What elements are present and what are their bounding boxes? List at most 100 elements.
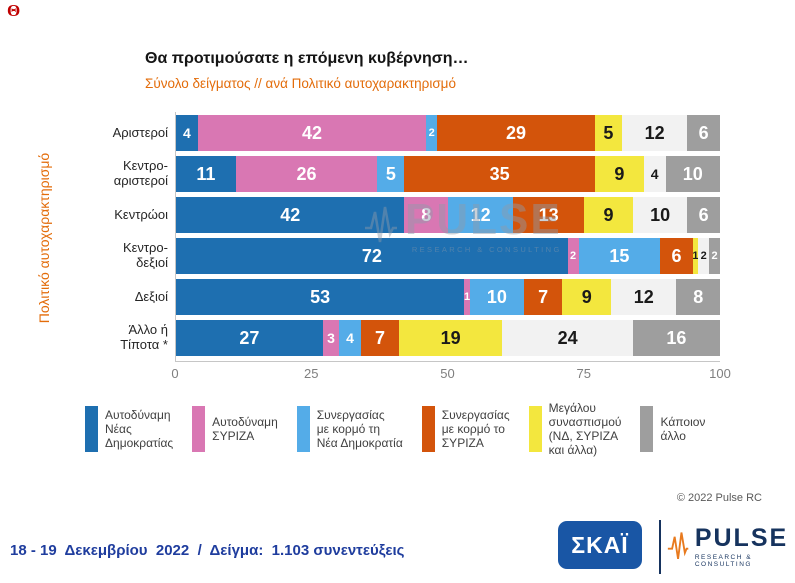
footer-text: 18 - 19 Δεκεμβρίου 2022 / Δείγμα: 1.103 … bbox=[10, 542, 405, 559]
bar-segment: 4 bbox=[339, 320, 361, 356]
legend-label: Συνεργασίας με κορμό τη Νέα Δημοκρατία bbox=[316, 408, 403, 451]
bar-segment-value: 42 bbox=[280, 204, 301, 225]
bar-segment-value: 9 bbox=[603, 204, 614, 225]
bar-segment: 72 bbox=[176, 238, 568, 274]
bar-segment: 6 bbox=[687, 115, 720, 151]
legend-swatch bbox=[640, 406, 654, 453]
pulse-logo-icon bbox=[667, 532, 688, 560]
legend-item: Αυτοδύναμη ΣΥΡΙΖΑ bbox=[192, 406, 278, 453]
bar-rows: 4 42 2 29 5 12 6 11 26 5 35 9 4 10 42 8 12 13 9 10 6 72 2 15 6 1 2… bbox=[176, 112, 720, 361]
category-label: Δεξιοί bbox=[134, 288, 168, 304]
bar-segment-value: 29 bbox=[505, 122, 526, 143]
bar-segment-value: 24 bbox=[557, 327, 578, 348]
bar-segment: 3 bbox=[322, 320, 340, 356]
bar-segment: 53 bbox=[176, 279, 465, 315]
legend: Αυτοδύναμη Νέας Δημοκρατίας Αυτοδύναμη ΣΥ… bbox=[85, 401, 705, 458]
bar-segment-value: 72 bbox=[361, 245, 382, 266]
bar-segment: 13 bbox=[513, 197, 584, 233]
bar-segment: 7 bbox=[360, 320, 400, 356]
bar-segment-value: 1 bbox=[692, 250, 699, 262]
legend-item: Συνεργασίας με κορμό τη Νέα Δημοκρατία bbox=[296, 406, 403, 453]
bar-segment: 7 bbox=[524, 279, 563, 315]
bar-segment-value: 3 bbox=[327, 330, 335, 346]
x-axis-tick-label: 100 bbox=[709, 366, 731, 381]
bar-segment-value: 19 bbox=[440, 327, 461, 348]
pulse-logo-subtext: RESEARCH & CONSULTING bbox=[694, 554, 753, 568]
bar-row: 27 3 4 7 19 24 16 bbox=[176, 320, 720, 356]
bar-segment: 2 bbox=[709, 238, 720, 274]
legend-label: Αυτοδύναμη Νέας Δημοκρατίας bbox=[105, 408, 174, 451]
bar-segment: 1 bbox=[692, 238, 699, 274]
bar-segment-value: 4 bbox=[650, 166, 659, 182]
category-label: Άλλο ή Τίποτα * bbox=[120, 322, 168, 352]
legend-swatch bbox=[192, 406, 206, 453]
bar-segment-value: 7 bbox=[374, 327, 385, 348]
bar-row: 53 1 10 7 9 12 8 bbox=[176, 279, 720, 315]
bar-segment: 42 bbox=[197, 115, 427, 151]
x-axis-tick-label: 25 bbox=[304, 366, 319, 381]
pulse-logo-wordmark: PULSE bbox=[694, 524, 789, 552]
bar-segment: 12 bbox=[447, 197, 514, 233]
bar-segment-value: 26 bbox=[296, 163, 317, 184]
bar-segment: 10 bbox=[632, 197, 688, 233]
bar-segment: 8 bbox=[404, 197, 448, 233]
x-axis-tick-label: 0 bbox=[171, 366, 179, 381]
bar-segment: 19 bbox=[399, 320, 503, 356]
legend-item: Αυτοδύναμη Νέας Δημοκρατίας bbox=[85, 406, 174, 453]
legend-item: Συνεργασίας με κορμό το ΣΥΡΙΖΑ bbox=[421, 406, 510, 453]
bar-segment-value: 2 bbox=[428, 127, 435, 139]
legend-item: Μεγάλου συνασπισμού (ΝΔ, ΣΥΡΙΖΑ και άλλα… bbox=[528, 401, 621, 458]
bar-segment-value: 2 bbox=[711, 250, 718, 262]
bar-segment: 11 bbox=[176, 156, 236, 192]
bar-segment: 27 bbox=[176, 320, 323, 356]
category-label: Κεντρώοι bbox=[114, 206, 168, 222]
bar-segment-value: 16 bbox=[666, 327, 687, 348]
bar-segment: 24 bbox=[502, 320, 633, 356]
y-axis-label: Πολιτικό αυτοχαρακτηρισμό bbox=[36, 152, 52, 324]
bar-segment-value: 42 bbox=[301, 122, 322, 143]
bar-segment: 42 bbox=[176, 197, 405, 233]
legend-label: Συνεργασίας με κορμό το ΣΥΡΙΖΑ bbox=[441, 408, 510, 451]
bar-segment-value: 53 bbox=[310, 286, 331, 307]
bar-segment: 10 bbox=[665, 156, 720, 192]
bar-segment-value: 4 bbox=[346, 330, 354, 346]
bar-segment-value: 12 bbox=[644, 122, 665, 143]
bar-row: 72 2 15 6 1 2 2 bbox=[176, 238, 720, 274]
x-axis-ticks: 0 25 50 75 100 bbox=[171, 366, 730, 384]
bar-segment-value: 8 bbox=[421, 204, 432, 225]
bar-row: 4 42 2 29 5 12 6 bbox=[176, 115, 720, 151]
legend-swatch bbox=[528, 406, 542, 453]
skai-logo-text: ΣΚΑΪ bbox=[571, 531, 629, 558]
chart-subtitle: Σύνολο δείγματος // ανά Πολιτικό αυτοχαρ… bbox=[145, 76, 456, 91]
plot-area: 4 42 2 29 5 12 6 11 26 5 35 9 4 10 42 8 12 13 9 10 6 72 2 15 6 1 2… bbox=[175, 112, 720, 362]
x-axis-tick-label: 50 bbox=[440, 366, 455, 381]
bar-segment: 5 bbox=[594, 115, 623, 151]
category-labels: Αριστεροί Κεντρο- αριστεροί Κεντρώοι Κεντρο… bbox=[58, 112, 168, 361]
bar-segment-value: 8 bbox=[693, 286, 704, 307]
bar-segment: 6 bbox=[660, 238, 693, 274]
legend-swatch bbox=[296, 406, 310, 453]
bar-segment-value: 12 bbox=[470, 204, 491, 225]
bar-segment-value: 35 bbox=[489, 163, 510, 184]
category-label: Κεντρο- δεξιοί bbox=[122, 240, 168, 270]
bar-segment-value: 7 bbox=[538, 286, 549, 307]
bar-segment: 4 bbox=[176, 115, 198, 151]
bar-segment: 15 bbox=[578, 238, 661, 274]
bar-segment: 29 bbox=[437, 115, 595, 151]
bar-segment-value: 6 bbox=[671, 245, 682, 266]
bar-segment: 12 bbox=[611, 279, 677, 315]
legend-swatch bbox=[85, 406, 98, 453]
bar-segment: 16 bbox=[632, 320, 720, 356]
bar-segment: 2 bbox=[698, 238, 710, 274]
bar-segment-value: 6 bbox=[698, 204, 709, 225]
bar-segment-value: 11 bbox=[196, 163, 216, 184]
corner-mark: Θ bbox=[7, 1, 21, 20]
bar-segment-value: 4 bbox=[182, 125, 191, 141]
bar-segment-value: 27 bbox=[239, 327, 260, 348]
bar-segment-value: 1 bbox=[463, 291, 471, 303]
legend-item: Κάποιον άλλο bbox=[640, 406, 705, 453]
bar-segment: 35 bbox=[404, 156, 595, 192]
bar-segment-value: 9 bbox=[614, 163, 625, 184]
bar-segment: 8 bbox=[676, 279, 720, 315]
